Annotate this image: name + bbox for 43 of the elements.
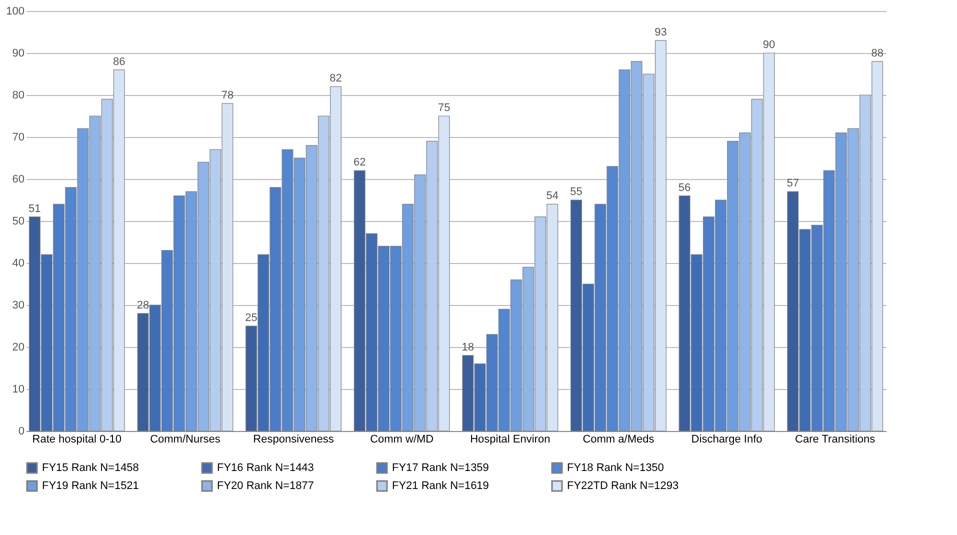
data-label: 57 bbox=[786, 178, 799, 190]
y-tick-label: 10 bbox=[12, 384, 24, 396]
legend-label: FY22TD Rank N=1293 bbox=[567, 480, 679, 492]
y-tick-label: 70 bbox=[12, 132, 24, 144]
data-label: 51 bbox=[28, 202, 41, 215]
data-label: 55 bbox=[570, 186, 582, 198]
x-tick-label: Comm a/Meds bbox=[582, 434, 655, 446]
x-tick-label: Rate hospital 0-10 bbox=[32, 434, 122, 446]
data-label: 90 bbox=[762, 39, 776, 51]
x-tick-label: Hospital Environ bbox=[470, 434, 550, 446]
legend-label: FY19 Rank N=1521 bbox=[42, 480, 139, 492]
data-label: 56 bbox=[678, 182, 691, 194]
y-tick-label: 30 bbox=[12, 300, 24, 312]
legend-label: FY20 Rank N=1877 bbox=[217, 480, 314, 492]
data-label: 62 bbox=[353, 156, 366, 169]
data-label: 18 bbox=[462, 341, 474, 354]
data-label: 54 bbox=[546, 190, 559, 202]
x-tick-label: Responsiveness bbox=[253, 434, 334, 446]
legend-label: FY18 Rank N=1350 bbox=[567, 462, 664, 474]
legend-label: FY16 Rank N=1443 bbox=[217, 462, 314, 474]
data-label: 86 bbox=[113, 56, 126, 68]
data-label: 78 bbox=[221, 89, 234, 102]
x-tick-label: Comm w/MD bbox=[370, 434, 434, 446]
x-tick-label: Comm/Nurses bbox=[150, 434, 221, 446]
y-tick-label: 80 bbox=[12, 90, 24, 102]
y-tick-label: 40 bbox=[12, 258, 24, 270]
data-label: 88 bbox=[871, 47, 884, 60]
y-tick-label: 0 bbox=[18, 426, 24, 438]
data-label: 75 bbox=[438, 102, 450, 114]
data-label: 28 bbox=[136, 299, 150, 312]
y-tick-label: 100 bbox=[6, 6, 24, 18]
data-label: 25 bbox=[245, 312, 258, 324]
data-label: 93 bbox=[654, 26, 667, 38]
legend-label: FY15 Rank N=1458 bbox=[42, 462, 139, 474]
legend-label: FY21 Rank N=1619 bbox=[392, 480, 489, 492]
x-tick-label: Care Transitions bbox=[795, 434, 876, 446]
y-tick-label: 60 bbox=[12, 174, 24, 186]
data-label: 82 bbox=[330, 72, 342, 85]
y-tick-label: 90 bbox=[12, 48, 24, 60]
x-tick-label: Discharge Info bbox=[691, 434, 762, 446]
y-tick-label: 50 bbox=[12, 216, 24, 228]
y-tick-label: 20 bbox=[12, 342, 24, 354]
legend-label: FY17 Rank N=1359 bbox=[392, 462, 489, 474]
